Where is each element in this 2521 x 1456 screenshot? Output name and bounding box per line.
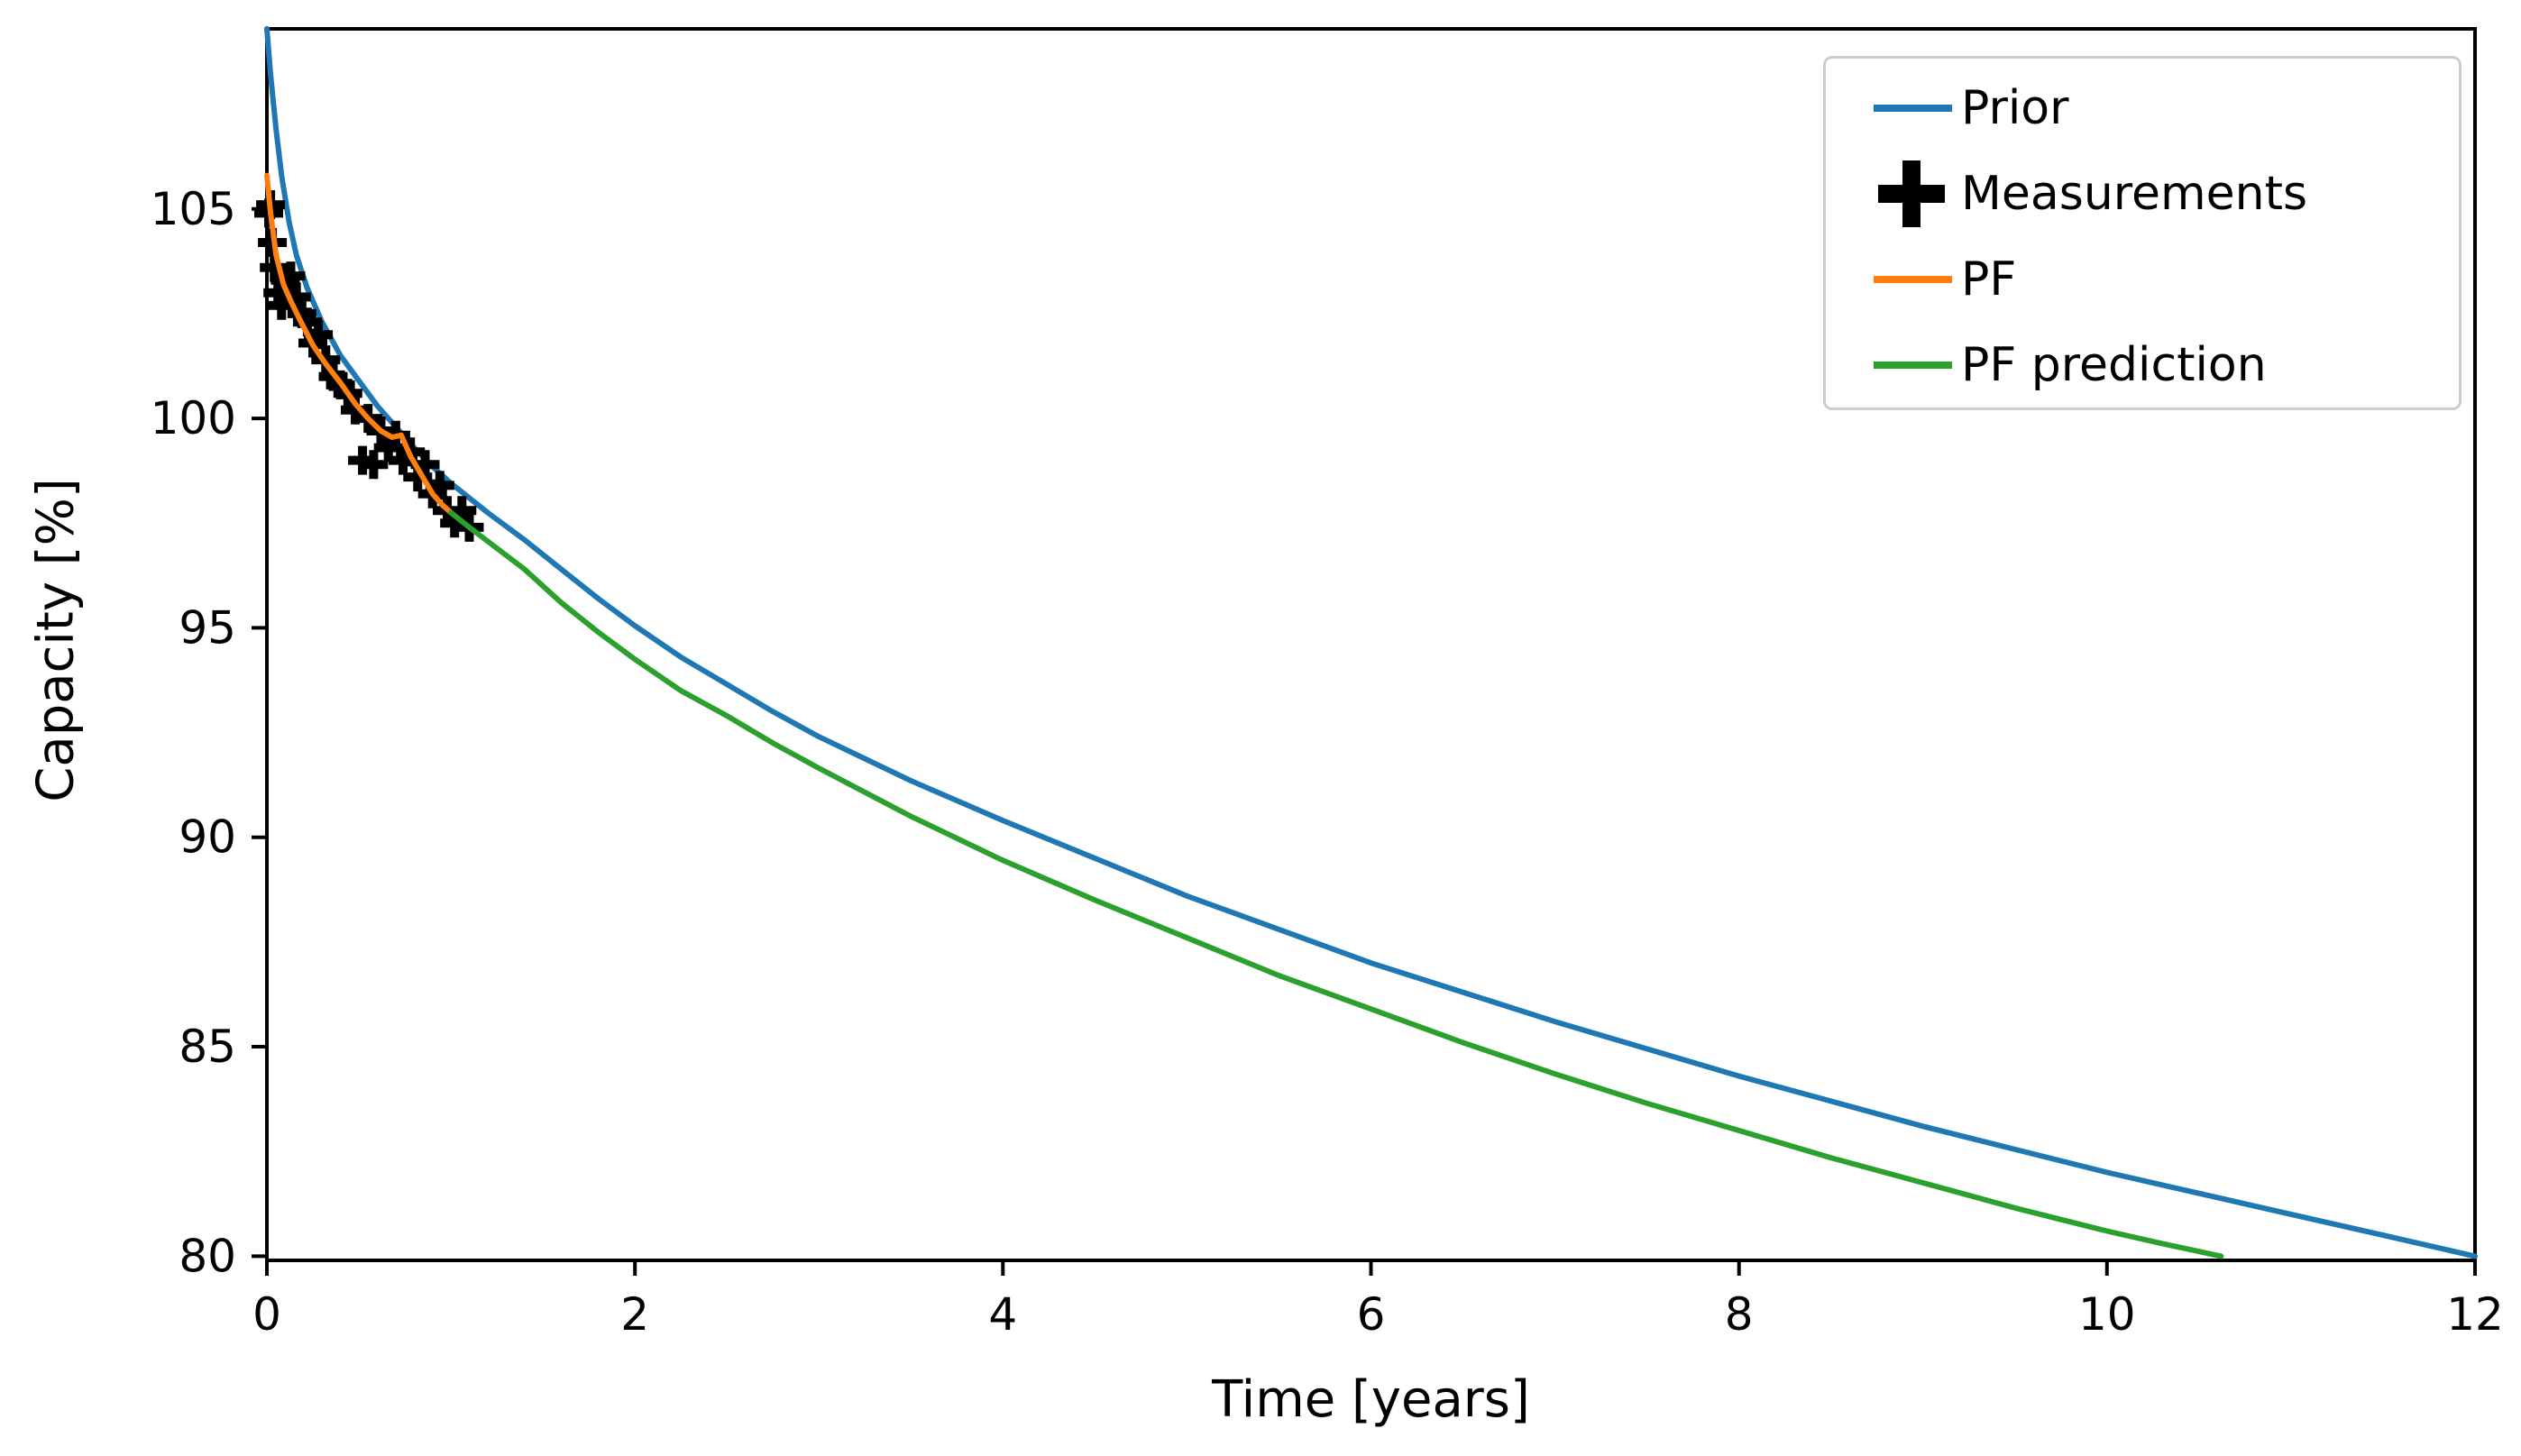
legend-label-pf: PF [1961,252,2017,307]
x-axis-label: Time [years] [1212,1370,1530,1429]
legend-label-pf-prediction: PF prediction [1961,338,2267,392]
x-tick-label: 4 [988,1288,1017,1341]
pf-line-swatch [1874,276,1952,283]
x-tick-label: 0 [252,1288,281,1341]
x-tick-label: 6 [1357,1288,1386,1341]
legend-item-measurements: Measurements [1826,158,2459,230]
x-tick-label: 8 [1725,1288,1754,1341]
prior-line-swatch [1874,105,1952,112]
pf-line [264,172,454,516]
y-tick-label: 90 [179,811,236,864]
x-tick-label: 10 [2078,1288,2136,1341]
pf-prediction-line-swatch [1874,362,1952,369]
legend-label-prior: Prior [1961,81,2069,135]
pf-prediction-line [448,509,2224,1259]
x-tick-label: 2 [620,1288,649,1341]
y-tick-label: 105 [151,183,236,235]
y-tick-label: 85 [179,1021,236,1073]
y-tick-label: 95 [179,601,236,654]
legend-item-prior: Prior [1826,72,2459,144]
y-tick-label: 100 [151,392,236,444]
measurements-plus-icon [1878,160,1945,227]
y-axis-label: Capacity [%] [26,478,86,802]
legend-item-pf-prediction: PF prediction [1826,329,2459,401]
legend-item-pf: PF [1826,243,2459,316]
legend-label-measurements: Measurements [1961,167,2308,221]
measurements-markers [254,190,484,542]
prior-line [264,26,2478,1259]
legend: Prior Measurements PF PF prediction [1823,56,2461,410]
x-tick-label: 12 [2446,1288,2504,1341]
y-tick-label: 80 [179,1230,236,1282]
